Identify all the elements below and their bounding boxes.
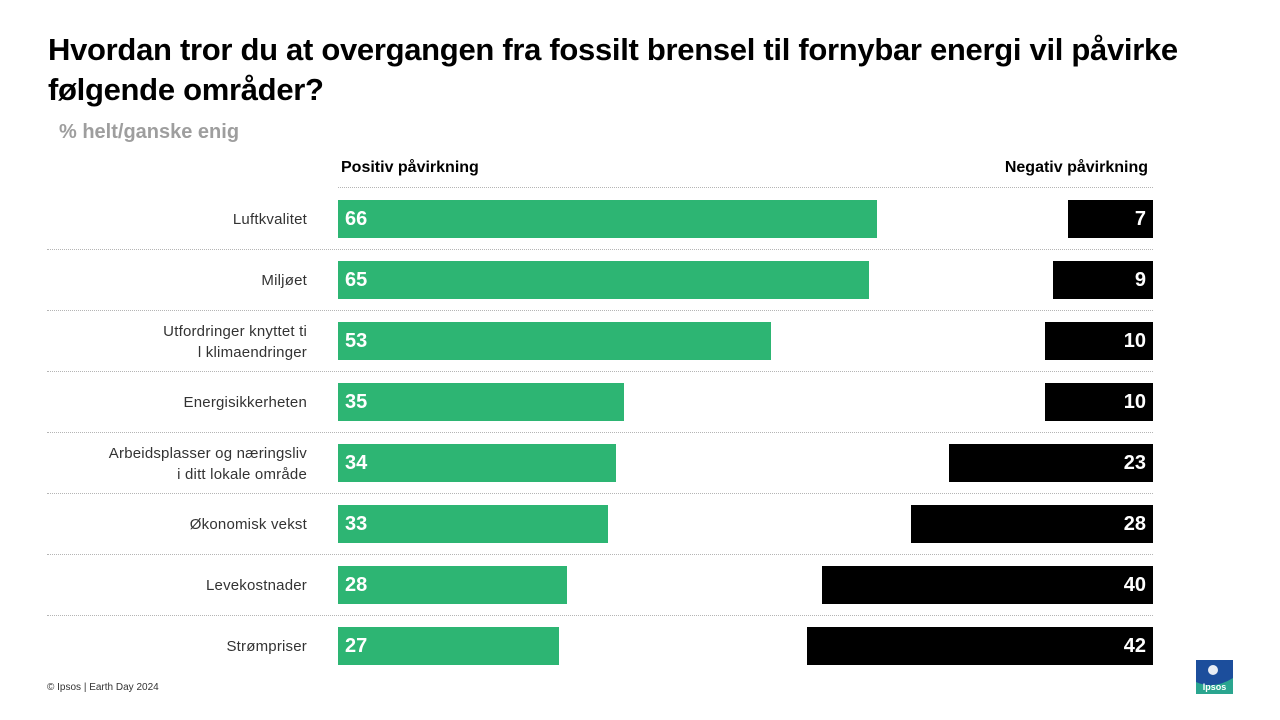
row-divider xyxy=(47,371,1153,372)
category-label: Utfordringer knyttet ti l klimaendringer xyxy=(163,322,307,361)
category-label: Arbeidsplasser og næringsliv i ditt lokal… xyxy=(108,444,307,483)
positive-bar: 65 xyxy=(338,261,869,299)
header-divider xyxy=(338,187,1153,188)
positive-column-header: Positiv påvirkning xyxy=(341,159,479,176)
negative-bar: 23 xyxy=(949,444,1153,482)
row-divider xyxy=(47,249,1153,250)
negative-bar: 9 xyxy=(1053,261,1153,299)
negative-bar: 42 xyxy=(807,627,1153,665)
category-label: Luftkvalitet xyxy=(232,211,307,228)
footer-source: © Ipsos | Earth Day 2024 xyxy=(47,682,159,693)
chart-row: Utfordringer knyttet ti l klimaendringer 5… xyxy=(47,311,1153,372)
category-label: Levekostnader xyxy=(205,577,307,594)
category-label: Energisikkerheten xyxy=(183,394,307,411)
chart-row: Energisikkerheten 35 10 xyxy=(47,372,1153,433)
negative-bar: 7 xyxy=(1068,200,1153,238)
chart-row: Luftkvalitet 66 7 xyxy=(47,189,1153,250)
positive-bar: 53 xyxy=(338,322,771,360)
negative-column-header: Negativ påvirkning xyxy=(1004,159,1148,176)
negative-bar: 28 xyxy=(911,505,1153,543)
chart-row: Levekostnader 28 40 xyxy=(47,555,1153,616)
positive-bar: 28 xyxy=(338,566,567,604)
positive-bar: 33 xyxy=(338,505,608,543)
positive-bar: 66 xyxy=(338,200,877,238)
negative-bar: 10 xyxy=(1045,322,1153,360)
row-divider xyxy=(47,310,1153,311)
chart-subtitle: % helt/ganske enig xyxy=(59,121,240,143)
positive-bar: 34 xyxy=(338,444,616,482)
row-divider xyxy=(47,554,1153,555)
row-divider xyxy=(47,615,1153,616)
category-label: Miljøet xyxy=(261,272,307,289)
chart-row: Strømpriser 27 42 xyxy=(47,616,1153,677)
positive-bar: 35 xyxy=(338,383,624,421)
negative-bar: 10 xyxy=(1045,383,1153,421)
row-divider xyxy=(47,432,1153,433)
chart-row: Arbeidsplasser og næringsliv i ditt lokal… xyxy=(47,433,1153,494)
chart-row: Økonomisk vekst 33 28 xyxy=(47,494,1153,555)
category-label: Strømpriser xyxy=(226,638,307,655)
row-divider xyxy=(47,493,1153,494)
chart-title: Hvordan tror du at overgangen fra fossil… xyxy=(48,32,1178,107)
negative-bar: 40 xyxy=(822,566,1153,604)
chart-row: Miljøet 65 9 xyxy=(47,250,1153,311)
positive-bar: 27 xyxy=(338,627,559,665)
ipsos-logo-text: Ipsos xyxy=(1203,682,1227,692)
category-label: Økonomisk vekst xyxy=(189,516,307,533)
ipsos-logo: Ipsos xyxy=(1196,660,1233,694)
